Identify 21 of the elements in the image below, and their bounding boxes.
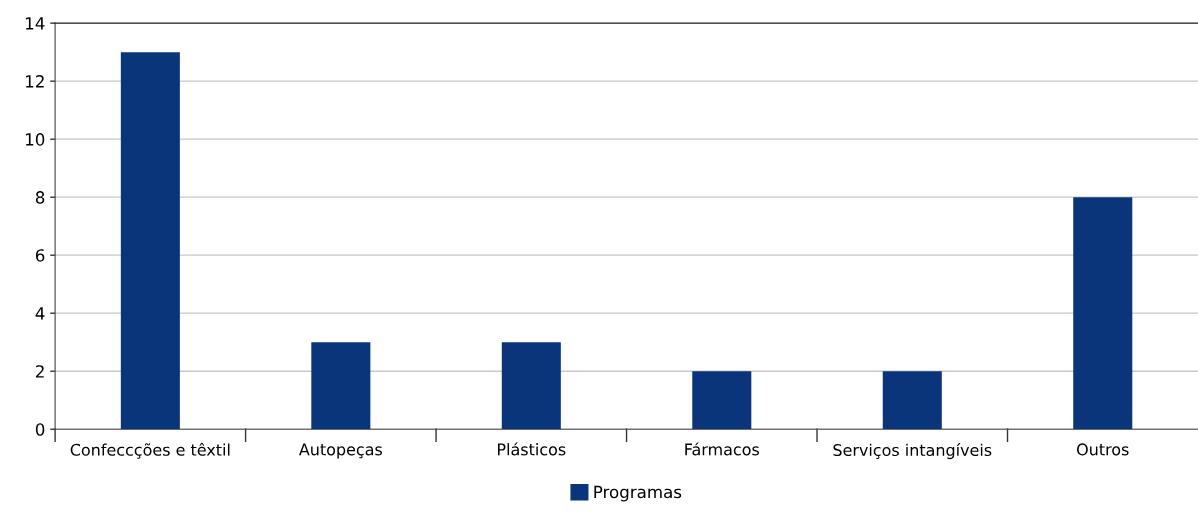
y-tick-label: 0	[35, 423, 45, 436]
x-tick-label: Serviços intangíveis	[833, 443, 992, 460]
bar	[311, 342, 371, 430]
bar	[882, 371, 942, 430]
bar	[501, 342, 561, 430]
y-tick-label: 14	[26, 17, 45, 30]
bar	[692, 371, 752, 430]
y-tick-label: 2	[36, 365, 44, 378]
y-tick-label: 8	[35, 191, 45, 204]
bar	[120, 52, 180, 430]
x-tick-label: Autopeças	[298, 443, 383, 459]
y-tick-label: 6	[35, 249, 45, 262]
x-tick-label: Confeccções e têxtil	[70, 442, 230, 459]
x-tick-label: Fármacos	[685, 442, 760, 456]
x-tick-label: Plásticos	[498, 442, 566, 456]
y-tick-label: 12	[26, 75, 44, 88]
y-tick-label: 10	[26, 133, 45, 146]
legend-label: Programas	[594, 485, 682, 502]
bar	[1073, 197, 1133, 430]
y-tick-label: 4	[35, 307, 45, 320]
x-tick-label: Outros	[1077, 443, 1129, 456]
